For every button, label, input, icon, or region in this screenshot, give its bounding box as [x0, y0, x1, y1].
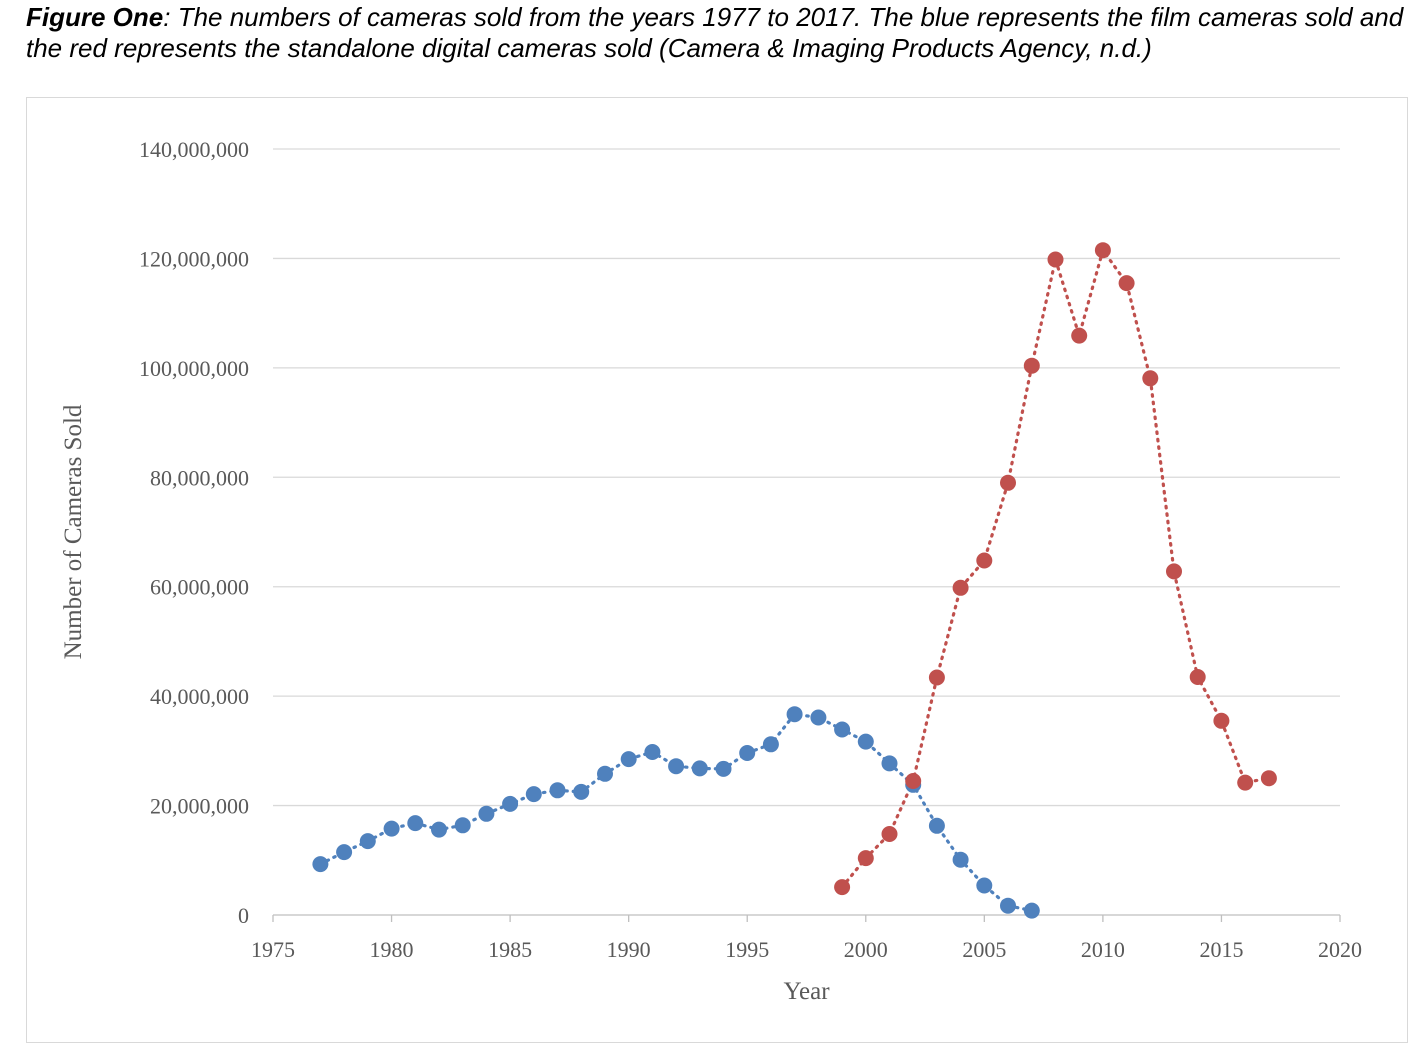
- data-point: [1142, 370, 1159, 387]
- data-point: [668, 758, 685, 775]
- y-axis-ticks: 0 20,000,000 40,000,000 60,000,000 80,000,00…: [139, 137, 249, 928]
- data-point: [1000, 897, 1016, 914]
- data-point: [573, 783, 590, 800]
- data-point: [383, 820, 400, 837]
- data-point: [1166, 563, 1182, 580]
- data-point: [786, 706, 803, 723]
- data-point: [976, 877, 993, 894]
- y-tick-label: 0: [238, 903, 249, 928]
- series-lines: [318, 246, 1271, 913]
- y-tick-label: 120,000,000: [139, 246, 249, 271]
- data-point: [1213, 712, 1230, 729]
- data-point: [1094, 242, 1111, 259]
- data-point: [691, 760, 708, 777]
- data-point: [976, 552, 993, 569]
- data-point: [857, 733, 874, 750]
- data-point: [1023, 902, 1040, 919]
- data-point: [454, 817, 471, 834]
- data-point: [739, 745, 756, 761]
- data-point: [834, 721, 851, 738]
- data-point: [1189, 669, 1206, 685]
- x-tick-label: 2010: [1081, 937, 1125, 962]
- data-point: [1047, 251, 1064, 268]
- data-point: [881, 826, 898, 842]
- data-point: [834, 879, 851, 896]
- data-point: [952, 579, 969, 596]
- data-point: [1000, 474, 1016, 491]
- gridlines: [273, 148, 1340, 916]
- data-point: [857, 850, 874, 867]
- x-tick-label: 1990: [607, 937, 651, 962]
- figure-label: Figure One: [26, 2, 164, 32]
- data-point: [336, 844, 353, 861]
- data-point: [715, 760, 732, 777]
- x-tick-label: 2005: [962, 937, 1006, 962]
- data-point: [952, 851, 969, 868]
- data-point: [1071, 327, 1088, 344]
- data-point: [810, 709, 827, 726]
- x-tick-label: 2015: [1199, 937, 1243, 962]
- data-point: [359, 833, 376, 850]
- x-tick-label: 1975: [251, 937, 295, 962]
- data-point: [644, 744, 661, 760]
- data-point: [1023, 357, 1040, 374]
- y-tick-label: 100,000,000: [139, 356, 249, 381]
- chart-frame: [26, 97, 1408, 1043]
- x-tick-label: 2020: [1318, 937, 1362, 962]
- x-tick-label: 2000: [844, 937, 888, 962]
- data-point: [905, 773, 922, 789]
- x-axis-title: Year: [783, 978, 830, 1005]
- y-axis-title: Number of Cameras Sold: [60, 404, 87, 659]
- series-line-1: [318, 712, 1034, 913]
- data-point: [407, 815, 424, 832]
- data-point: [431, 821, 447, 838]
- data-point: [928, 817, 945, 834]
- data-point: [1118, 275, 1135, 292]
- x-tick-label: 1995: [725, 937, 769, 962]
- data-point: [549, 782, 566, 799]
- data-point: [502, 795, 519, 812]
- series-points: [312, 242, 1277, 919]
- data-point: [312, 856, 329, 873]
- x-axis-ticks: 1975 1980 1985 1990 1995 2000 2005 2010 2015 2020: [251, 915, 1362, 962]
- data-point: [620, 751, 637, 768]
- y-tick-label: 60,000,000: [150, 575, 249, 600]
- figure-caption-text: : The numbers of cameras sold from the y…: [26, 2, 1404, 63]
- y-tick-label: 80,000,000: [150, 465, 249, 490]
- series-line-2: [840, 246, 1271, 889]
- y-tick-label: 20,000,000: [150, 794, 249, 819]
- data-point: [1260, 770, 1277, 787]
- y-tick-label: 40,000,000: [150, 684, 249, 709]
- data-point: [597, 765, 613, 782]
- x-tick-label: 1980: [370, 937, 414, 962]
- x-tick-label: 1985: [488, 937, 532, 962]
- data-point: [478, 805, 495, 822]
- data-point: [1237, 774, 1254, 791]
- data-point: [762, 736, 779, 753]
- figure-caption: Figure One: The numbers of cameras sold …: [26, 2, 1406, 64]
- data-point: [881, 755, 898, 772]
- data-point: [928, 669, 945, 686]
- y-tick-label: 140,000,000: [139, 137, 249, 162]
- data-point: [525, 786, 542, 803]
